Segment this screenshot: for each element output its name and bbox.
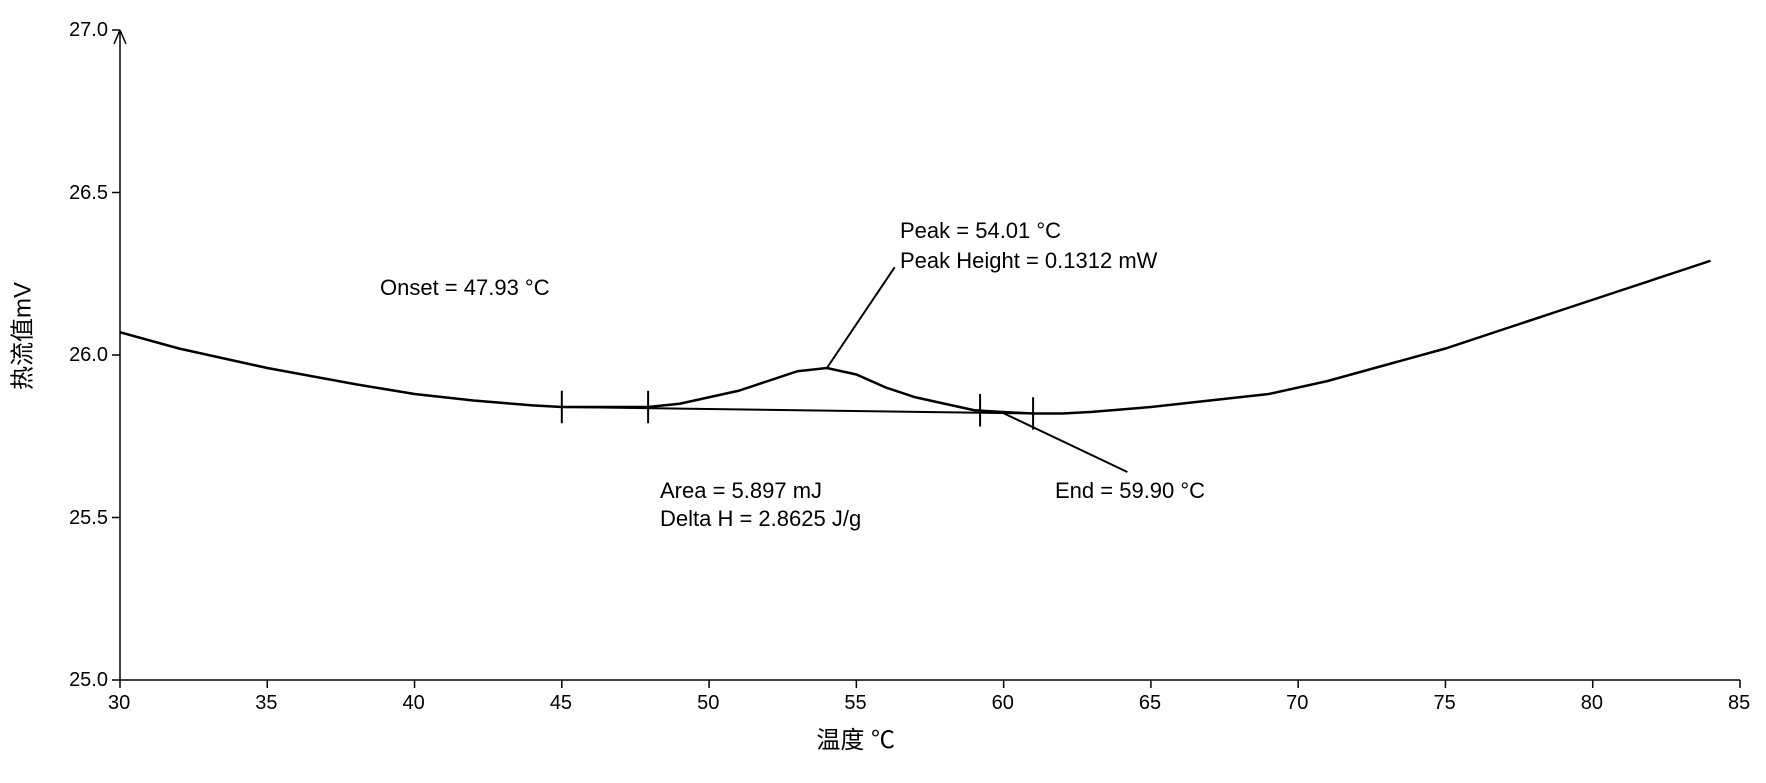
annotation-area: Area = 5.897 mJ xyxy=(660,478,822,504)
annotation-delta-h: Delta H = 2.8625 J/g xyxy=(660,506,861,532)
y-tick-label: 25.0 xyxy=(69,669,108,692)
x-tick-label: 80 xyxy=(1581,692,1603,715)
annotation-peak-height: Peak Height = 0.1312 mW xyxy=(900,248,1157,274)
x-tick-label: 50 xyxy=(697,692,719,715)
x-tick-label: 55 xyxy=(844,692,866,715)
x-tick-label: 45 xyxy=(550,692,572,715)
x-tick-label: 75 xyxy=(1433,692,1455,715)
y-tick-label: 26.5 xyxy=(69,182,108,205)
y-tick-label: 27.0 xyxy=(69,19,108,42)
x-tick-label: 35 xyxy=(255,692,277,715)
x-tick-label: 85 xyxy=(1728,692,1750,715)
x-tick-label: 30 xyxy=(108,692,130,715)
annotation-onset: Onset = 47.93 °C xyxy=(380,275,550,301)
x-tick-label: 70 xyxy=(1286,692,1308,715)
dsc-chart: 热流值mV 温度 ℃ Onset = 47.93 °C Peak = 54.01… xyxy=(0,0,1766,783)
x-tick-label: 65 xyxy=(1139,692,1161,715)
x-tick-label: 40 xyxy=(403,692,425,715)
y-axis-title: 热流值mV xyxy=(3,282,38,390)
annotation-end: End = 59.90 °C xyxy=(1055,478,1205,504)
chart-svg xyxy=(0,0,1766,783)
annotation-peak: Peak = 54.01 °C xyxy=(900,218,1061,244)
y-tick-label: 26.0 xyxy=(69,344,108,367)
y-tick-label: 25.5 xyxy=(69,507,108,530)
x-axis-title: 温度 ℃ xyxy=(816,720,895,755)
x-tick-label: 60 xyxy=(992,692,1014,715)
